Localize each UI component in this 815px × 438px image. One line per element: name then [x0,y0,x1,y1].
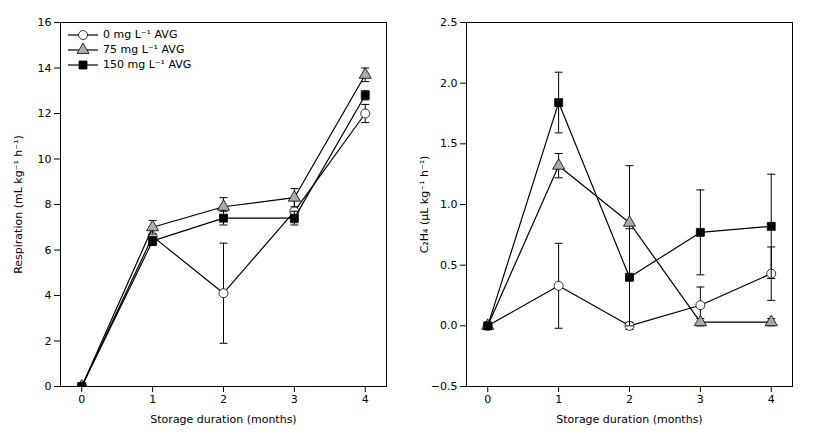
svg-text:3: 3 [697,393,704,406]
svg-text:Storage duration (months): Storage duration (months) [150,413,296,426]
svg-text:16: 16 [38,16,52,29]
svg-text:C₂H₄ (μL kg⁻¹ h⁻¹): C₂H₄ (μL kg⁻¹ h⁻¹) [418,156,431,254]
svg-text:12: 12 [38,107,52,120]
svg-text:10: 10 [38,153,52,166]
svg-text:0: 0 [484,393,491,406]
svg-text:0.5: 0.5 [440,259,458,272]
svg-text:4: 4 [45,289,52,302]
svg-text:1: 1 [555,393,562,406]
svg-text:1.5: 1.5 [440,137,458,150]
svg-text:8: 8 [45,198,52,211]
svg-text:1: 1 [149,393,156,406]
svg-text:0.0: 0.0 [440,319,458,332]
svg-text:−0.5: −0.5 [431,380,458,393]
html-text:75 mg L⁻¹ AVG: 75 mg L⁻¹ AVG [103,42,185,56]
html-text:0 mg L⁻¹ AVG: 0 mg L⁻¹ AVG [103,28,178,41]
svg-text:4: 4 [768,393,775,406]
svg-text:0: 0 [78,393,85,406]
svg-text:Storage duration (months): Storage duration (months) [556,413,702,426]
svg-text:4: 4 [362,393,369,406]
svg-text:14: 14 [38,62,52,75]
svg-text:2.5: 2.5 [440,16,458,29]
svg-text:1.0: 1.0 [440,198,458,211]
html-text:150 mg L⁻¹ AVG: 150 mg L⁻¹ AVG [103,57,192,71]
svg-text:6: 6 [45,244,52,257]
svg-text:2: 2 [626,393,633,406]
svg-text:0: 0 [45,380,52,393]
svg-text:Respiration (mL kg⁻¹ h⁻¹): Respiration (mL kg⁻¹ h⁻¹) [12,135,25,274]
svg-text:2: 2 [220,393,227,406]
svg-text:2: 2 [45,335,52,348]
svg-text:2.0: 2.0 [440,77,458,90]
svg-text:3: 3 [291,393,298,406]
